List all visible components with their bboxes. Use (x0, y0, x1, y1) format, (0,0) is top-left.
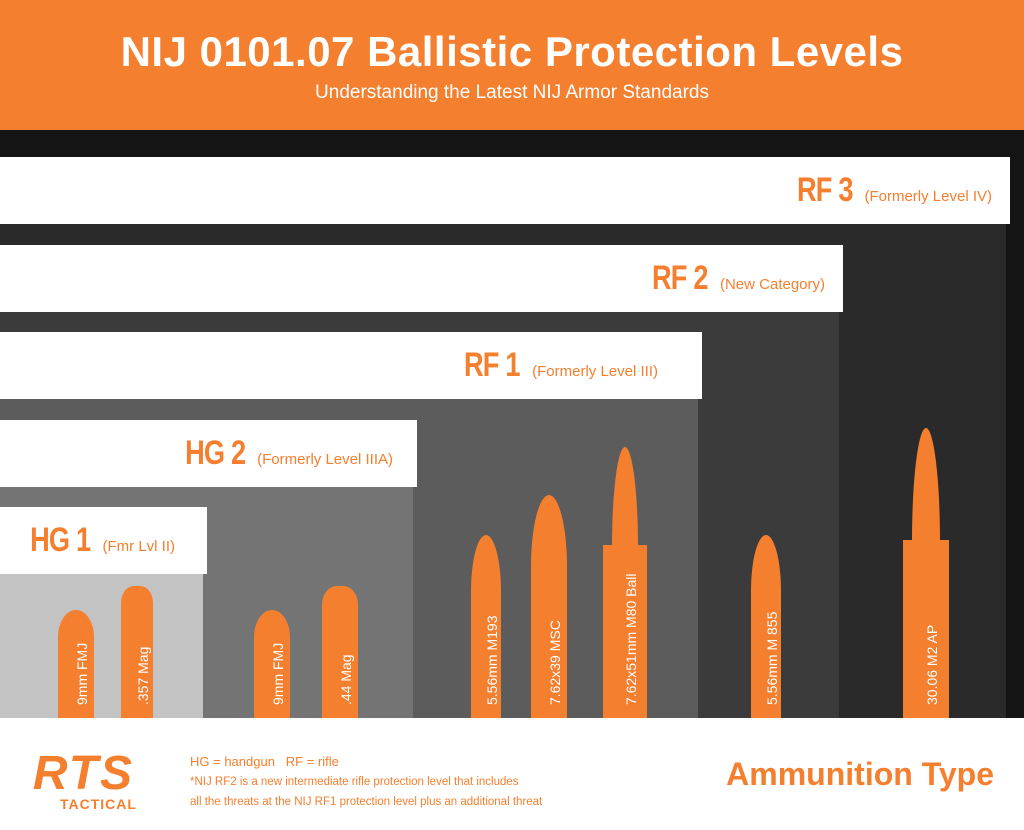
bullet-762x39-msc: 7.62x39 MSC (531, 495, 567, 718)
level-name: RF 3 (796, 171, 854, 209)
bullet-357-mag: .357 Mag (121, 586, 153, 718)
footnotes: HG = handgun RF = rifle *NIJ RF2 is a ne… (190, 752, 542, 812)
level-rf1-header: RF 1 (Formerly Level III) (0, 332, 702, 399)
rts-tactical-logo: RTS TACTICAL (30, 747, 137, 813)
level-name: RF 2 (652, 259, 709, 297)
level-hg2-header: HG 2 (Formerly Level IIIA) (0, 420, 417, 487)
level-name: HG 1 (30, 521, 91, 559)
logo-sub: TACTICAL (60, 796, 137, 812)
level-rf2-header: RF 2 (New Category) (0, 245, 843, 312)
ammo-label: .357 Mag (135, 646, 151, 705)
level-note: (New Category) (719, 276, 825, 293)
bullet-44-mag: .44 Mag (322, 586, 358, 718)
level-rf3-header: RF 3 (Formerly Level IV) (0, 157, 1010, 224)
level-name: HG 2 (184, 434, 246, 472)
ammunition-type-label: Ammunition Type (726, 756, 994, 792)
page-title: NIJ 0101.07 Ballistic Protection Levels (120, 28, 904, 75)
bullet-3006-m2-ap: 30.06 M2 AP (903, 428, 949, 718)
level-name: RF 1 (464, 346, 521, 384)
ammo-label: 9mm FMJ (270, 642, 286, 705)
ammo-label: 5.56mm M193 (484, 615, 500, 705)
level-note: (Formerly Level III) (532, 363, 658, 380)
level-note: (Formerly Level IV) (864, 188, 992, 205)
bullet-9mm-fmj-hg2: 9mm FMJ (254, 610, 290, 718)
bullet-9mm-fmj: 9mm FMJ (58, 610, 94, 718)
bullet-762x51-m80: 7.62x51mm M80 Ball (603, 447, 647, 718)
level-hg1-body (0, 574, 203, 718)
ammo-label: 9mm FMJ (74, 642, 90, 705)
abbreviation-legend: HG = handgun RF = rifle (190, 754, 339, 769)
level-note: (Fmr Lvl II) (102, 538, 176, 555)
ammo-label: .44 Mag (338, 654, 354, 705)
level-note: (Formerly Level IIIA) (257, 451, 393, 468)
ammo-label: 7.62x39 MSC (547, 620, 563, 705)
note-line: *NIJ RF2 is a new intermediate rifle pro… (190, 776, 519, 788)
bullet-556-m193: 5.56mm M193 (471, 535, 501, 718)
bullet-556-m855: 5.56mm M 855 (751, 535, 781, 718)
logo-main: RTS (32, 747, 135, 800)
level-hg1-header: HG 1 (Fmr Lvl II) (0, 507, 207, 574)
header-banner: NIJ 0101.07 Ballistic Protection Levels … (0, 0, 1024, 130)
ammo-label: 7.62x51mm M80 Ball (623, 573, 639, 705)
ammo-label: 30.06 M2 AP (924, 624, 940, 705)
note-line: all the threats at the NIJ RF1 protectio… (190, 796, 543, 808)
page-subtitle: Understanding the Latest NIJ Armor Stand… (315, 82, 709, 103)
ammo-label: 5.56mm M 855 (764, 611, 780, 705)
